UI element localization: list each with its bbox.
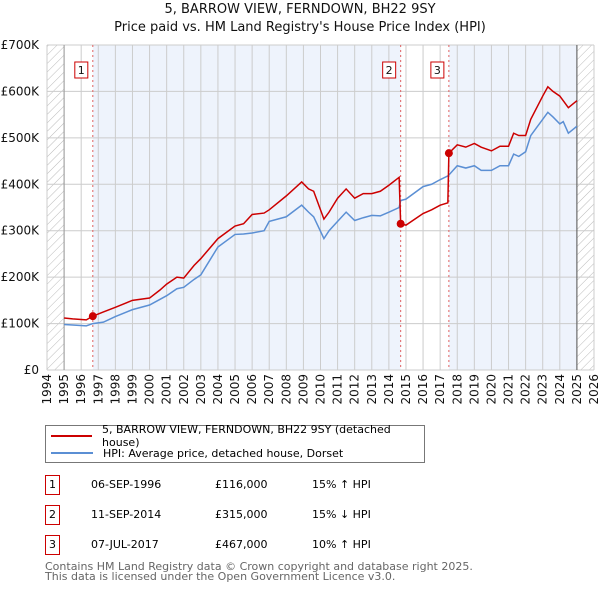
y-tick-label: £700K — [1, 38, 41, 52]
x-tick-label: 2014 — [382, 374, 396, 405]
sale-row: 3 07-JUL-2017 £467,000 10% ↑ HPI — [45, 535, 445, 555]
legend-item-hpi: HPI: Average price, detached house, Dors… — [46, 445, 343, 461]
y-tick-label: £0 — [24, 363, 39, 377]
price-paid-line — [64, 85, 578, 321]
chart-title: 5, BARROW VIEW, FERNDOWN, BH22 9SY — [164, 2, 436, 17]
sale-point — [396, 219, 405, 228]
x-tick-label: 2020 — [484, 374, 498, 405]
sale-row: 2 11-SEP-2014 £315,000 15% ↓ HPI — [45, 505, 445, 525]
x-tick-label: 2016 — [416, 374, 430, 405]
legend-swatch-blue — [51, 452, 93, 454]
x-tick-label: 2026 — [587, 374, 600, 405]
price-chart: 1994 1995 1996 1997 1998 1999 2000 2001 2002 2003… — [1, 38, 600, 405]
y-tick-label: £500K — [1, 131, 41, 145]
x-tick-label: 2001 — [160, 374, 174, 405]
x-tick-label: 1996 — [74, 374, 88, 405]
x-tick-label: 2004 — [211, 374, 225, 405]
sale-price: £315,000 — [215, 508, 268, 521]
x-tick-label: 2021 — [502, 374, 516, 405]
sale-marker-box: 1 — [45, 475, 60, 495]
x-tick-label: 2013 — [365, 374, 379, 405]
footer-line-1: Contains HM Land Registry data © Crown c… — [45, 560, 473, 573]
x-tick-label: 2024 — [553, 374, 567, 405]
sale-label-box — [382, 61, 397, 79]
sale-point — [444, 149, 453, 158]
x-tick-label: 2015 — [399, 374, 413, 405]
x-tick-label: 2019 — [467, 374, 481, 405]
sale-marker-box: 2 — [45, 505, 60, 525]
x-tick-label: 2003 — [194, 374, 208, 405]
sale-date: 06-SEP-1996 — [91, 478, 162, 491]
x-tick-label: 2008 — [279, 374, 293, 405]
x-tick-label: 2012 — [348, 374, 362, 405]
x-tick-label: 2006 — [245, 374, 259, 405]
sale-label: 1 — [78, 64, 85, 77]
x-tick-label: 1994 — [40, 374, 54, 405]
x-tick-label: 2002 — [177, 374, 191, 405]
sale-label: 3 — [434, 64, 441, 77]
sale-row: 1 06-SEP-1996 £116,000 15% ↑ HPI — [45, 475, 445, 495]
sale-label: 2 — [386, 64, 393, 77]
x-tick-label: 2009 — [296, 374, 310, 405]
legend-label: 5, BARROW VIEW, FERNDOWN, BH22 9SY (deta… — [102, 423, 391, 449]
legend: 5, BARROW VIEW, FERNDOWN, BH22 9SY (deta… — [45, 423, 425, 463]
footer-line-2: This data is licensed under the Open Gov… — [45, 570, 396, 583]
legend-label: HPI: Average price, detached house, Dors… — [103, 446, 344, 460]
y-tick-label: £100K — [1, 317, 41, 331]
x-tick-label: 2023 — [536, 374, 550, 405]
x-tick-label: 2010 — [314, 374, 328, 405]
sale-date: 11-SEP-2014 — [91, 508, 162, 521]
x-tick-label: 2011 — [331, 374, 345, 405]
shaded-period — [448, 45, 577, 370]
sale-hpi-diff: 15% ↑ HPI — [312, 478, 371, 491]
x-tick-label: 2017 — [433, 374, 447, 405]
y-tick-label: £600K — [1, 84, 41, 98]
shaded-period — [92, 45, 401, 370]
y-tick-label: £200K — [1, 270, 41, 284]
x-tick-label: 2018 — [450, 374, 464, 405]
hatched-no-data — [576, 45, 594, 370]
x-tick-label: 2000 — [143, 374, 157, 405]
sale-point — [88, 312, 97, 321]
x-tick-label: 1995 — [57, 374, 71, 405]
sale-date: 07-JUL-2017 — [91, 538, 159, 551]
hpi-line — [64, 111, 578, 327]
sale-hpi-diff: 15% ↓ HPI — [312, 508, 371, 521]
chart-subtitle: Price paid vs. HM Land Registry's House … — [114, 20, 486, 35]
x-tick-label: 2025 — [570, 374, 584, 405]
sale-label-box — [74, 61, 89, 79]
sale-price: £467,000 — [215, 538, 268, 551]
x-tick-label: 2007 — [262, 374, 276, 405]
legend-swatch-red — [51, 435, 93, 437]
x-tick-label: 1997 — [91, 374, 105, 405]
x-tick-label: 1998 — [108, 374, 122, 405]
y-tick-label: £400K — [1, 177, 41, 191]
sale-label-box — [430, 61, 445, 79]
hatched-no-data — [47, 45, 65, 370]
x-tick-label: 2022 — [519, 374, 533, 405]
sale-marker-box: 3 — [45, 535, 60, 555]
x-tick-label: 2005 — [228, 374, 242, 405]
x-tick-label: 1999 — [125, 374, 139, 405]
sale-price: £116,000 — [215, 478, 268, 491]
y-tick-label: £300K — [1, 224, 41, 238]
legend-item-property: 5, BARROW VIEW, FERNDOWN, BH22 9SY (deta… — [46, 423, 424, 449]
sale-hpi-diff: 10% ↑ HPI — [312, 538, 371, 551]
